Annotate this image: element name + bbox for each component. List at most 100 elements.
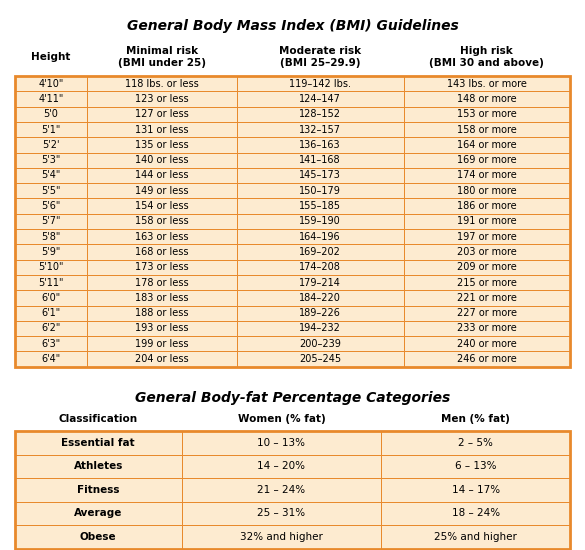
- Bar: [15, 152, 87, 168]
- Text: 180 or more: 180 or more: [457, 186, 517, 196]
- Bar: [237, 305, 404, 321]
- Text: 188 or less: 188 or less: [135, 308, 189, 318]
- Text: 123 or less: 123 or less: [135, 94, 189, 104]
- Text: 5'3": 5'3": [42, 155, 61, 165]
- Text: 194–232: 194–232: [300, 323, 341, 333]
- Bar: [87, 152, 237, 168]
- Text: 183 or less: 183 or less: [135, 293, 189, 303]
- Text: 205–245: 205–245: [299, 354, 341, 364]
- Bar: [237, 91, 404, 107]
- Text: 5'6": 5'6": [42, 201, 61, 211]
- Text: 5'10": 5'10": [39, 262, 64, 272]
- Text: Men (% fat): Men (% fat): [441, 414, 510, 424]
- Bar: [15, 454, 181, 478]
- Text: 191 or more: 191 or more: [457, 216, 517, 227]
- Text: 6'4": 6'4": [42, 354, 61, 364]
- Text: 5'9": 5'9": [42, 247, 61, 257]
- Text: Average: Average: [74, 508, 122, 518]
- Bar: [404, 351, 570, 367]
- Text: 154 or less: 154 or less: [135, 201, 189, 211]
- Text: 118 lbs. or less: 118 lbs. or less: [125, 79, 199, 89]
- Text: 158 or less: 158 or less: [135, 216, 189, 227]
- Bar: [237, 122, 404, 137]
- Text: 215 or more: 215 or more: [457, 278, 517, 288]
- Bar: [15, 502, 181, 525]
- Bar: [181, 502, 381, 525]
- Bar: [181, 431, 381, 454]
- Bar: [15, 214, 87, 229]
- Text: 6'3": 6'3": [42, 339, 61, 349]
- Text: 6'0": 6'0": [42, 293, 61, 303]
- Bar: [404, 260, 570, 275]
- Bar: [237, 321, 404, 336]
- Bar: [87, 336, 237, 351]
- Text: 193 or less: 193 or less: [135, 323, 189, 333]
- Text: 5'5": 5'5": [42, 186, 61, 196]
- Bar: [237, 183, 404, 199]
- Text: 233 or more: 233 or more: [457, 323, 517, 333]
- Bar: [87, 91, 237, 107]
- Bar: [87, 321, 237, 336]
- Text: 135 or less: 135 or less: [135, 140, 189, 150]
- Text: 186 or more: 186 or more: [457, 201, 517, 211]
- Bar: [15, 76, 87, 91]
- Bar: [404, 244, 570, 260]
- Bar: [237, 152, 404, 168]
- Bar: [237, 275, 404, 290]
- Text: 178 or less: 178 or less: [135, 278, 189, 288]
- Text: 168 or less: 168 or less: [135, 247, 189, 257]
- Bar: [87, 168, 237, 183]
- Text: 199 or less: 199 or less: [135, 339, 189, 349]
- Bar: [404, 122, 570, 137]
- Text: 184–220: 184–220: [300, 293, 341, 303]
- Text: 119–142 lbs.: 119–142 lbs.: [289, 79, 351, 89]
- Bar: [181, 454, 381, 478]
- Bar: [87, 76, 237, 91]
- Text: 127 or less: 127 or less: [135, 109, 189, 119]
- Text: 5'8": 5'8": [42, 232, 61, 241]
- Bar: [15, 183, 87, 199]
- Bar: [237, 199, 404, 214]
- Bar: [87, 229, 237, 244]
- Bar: [15, 76, 570, 367]
- Text: 25 – 31%: 25 – 31%: [257, 508, 305, 518]
- Bar: [15, 431, 570, 548]
- Bar: [237, 168, 404, 183]
- Bar: [15, 137, 87, 152]
- Bar: [15, 107, 87, 122]
- Text: 145–173: 145–173: [300, 170, 341, 180]
- Text: 32% and higher: 32% and higher: [240, 532, 323, 542]
- Text: 4'11": 4'11": [39, 94, 64, 104]
- Bar: [237, 214, 404, 229]
- Text: Athletes: Athletes: [74, 461, 123, 471]
- Bar: [15, 431, 181, 454]
- Text: 132–157: 132–157: [300, 124, 341, 135]
- Bar: [237, 137, 404, 152]
- Bar: [404, 275, 570, 290]
- Bar: [15, 305, 87, 321]
- Text: 203 or more: 203 or more: [457, 247, 517, 257]
- Text: 124–147: 124–147: [300, 94, 341, 104]
- Bar: [404, 168, 570, 183]
- Text: 140 or less: 140 or less: [135, 155, 189, 165]
- Bar: [381, 502, 570, 525]
- Bar: [381, 431, 570, 454]
- Bar: [237, 290, 404, 305]
- Text: 18 – 24%: 18 – 24%: [452, 508, 500, 518]
- Bar: [404, 290, 570, 305]
- Bar: [381, 525, 570, 548]
- Text: 6 – 13%: 6 – 13%: [455, 461, 497, 471]
- Bar: [237, 76, 404, 91]
- Bar: [381, 454, 570, 478]
- Text: 159–190: 159–190: [300, 216, 341, 227]
- Text: 2 – 5%: 2 – 5%: [458, 438, 493, 448]
- Bar: [15, 351, 87, 367]
- Bar: [87, 260, 237, 275]
- Text: 164 or more: 164 or more: [457, 140, 517, 150]
- Bar: [404, 183, 570, 199]
- Text: 209 or more: 209 or more: [457, 262, 517, 272]
- Bar: [404, 229, 570, 244]
- Text: 5'4": 5'4": [42, 170, 61, 180]
- Text: 163 or less: 163 or less: [135, 232, 189, 241]
- Bar: [404, 137, 570, 152]
